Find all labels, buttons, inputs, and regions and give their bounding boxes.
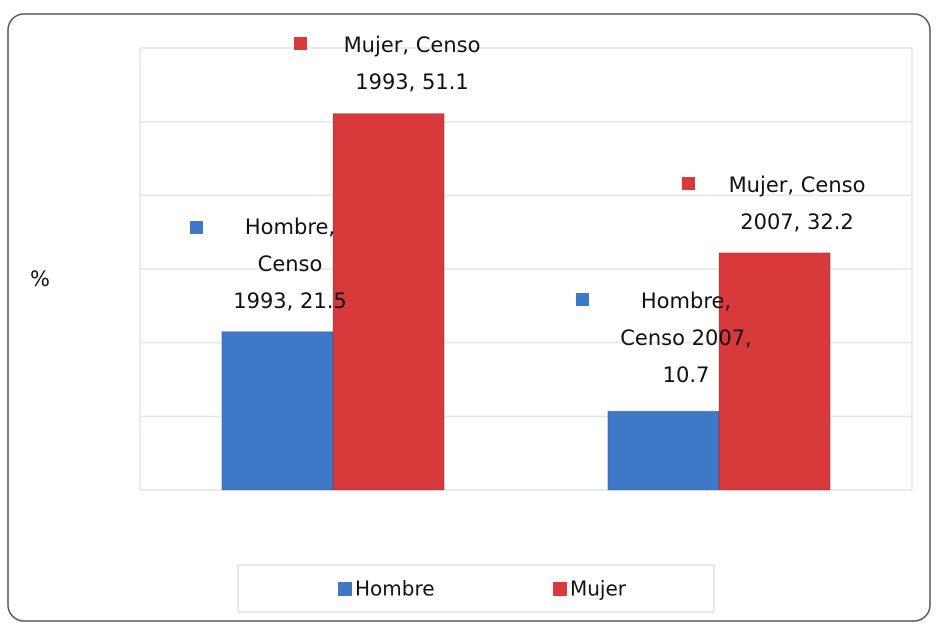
legend-label: Hombre: [355, 577, 435, 601]
data-label: Hombre, Censo 2007, 10.7: [620, 289, 752, 387]
bar: [607, 410, 720, 491]
data-label: Mujer, Censo 1993, 51.1: [343, 33, 481, 94]
legend-box: [237, 564, 715, 613]
label-key: [682, 177, 695, 190]
legend-label: Mujer: [570, 577, 627, 601]
y-axis-label: %: [30, 267, 50, 291]
legend-swatch: [553, 582, 567, 596]
bar: [332, 113, 445, 491]
bar: [718, 252, 831, 491]
data-label: Mujer, Censo 2007, 32.2: [728, 173, 866, 234]
label-key: [190, 221, 203, 234]
label-key: [576, 293, 589, 306]
label-key: [294, 37, 307, 50]
legend-swatch: [338, 582, 352, 596]
bar: [221, 331, 334, 491]
data-label: Hombre, Censo 1993, 21.5: [233, 215, 347, 313]
